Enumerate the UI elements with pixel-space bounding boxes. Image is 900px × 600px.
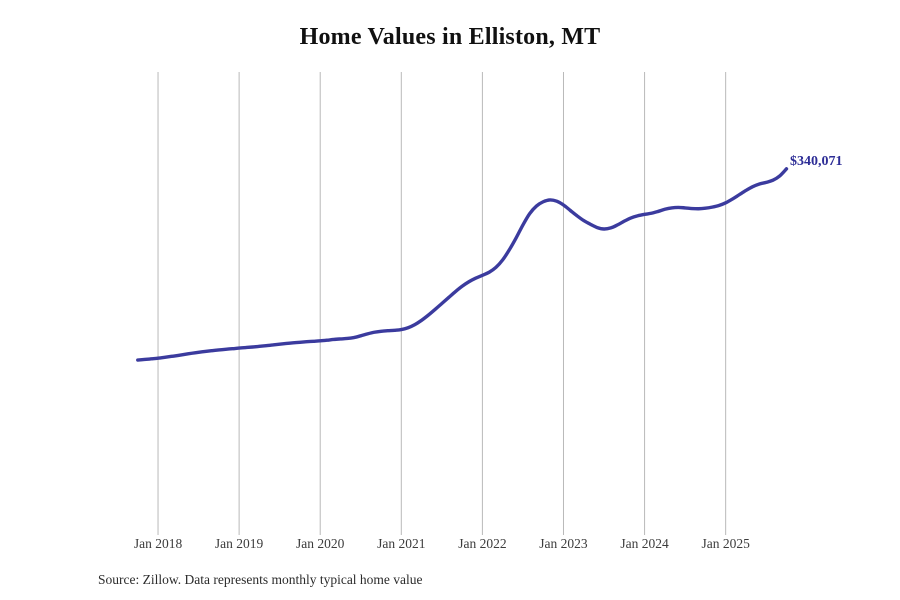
series-line-typical-home-value (136, 167, 789, 362)
source-note: Source: Zillow. Data represents monthly … (98, 572, 423, 587)
x-tick-label-jan-2019: Jan 2019 (214, 536, 264, 551)
x-tick-label-jan-2025: Jan 2025 (701, 536, 750, 551)
x-tick-label-jan-2020: Jan 2020 (296, 536, 345, 551)
end-value-label: $340,071 (790, 154, 843, 169)
x-tick-label-jan-2021: Jan 2021 (377, 536, 426, 551)
x-tick-label-jan-2018: Jan 2018 (133, 536, 183, 551)
x-gridlines (157, 72, 727, 535)
x-tick-label-jan-2022: Jan 2022 (458, 536, 507, 551)
value-line-series (136, 167, 789, 362)
chart-title: Home Values in Elliston, MT (299, 24, 601, 50)
x-tick-label-jan-2023: Jan 2023 (539, 536, 588, 551)
x-tick-label-jan-2024: Jan 2024 (620, 536, 669, 551)
